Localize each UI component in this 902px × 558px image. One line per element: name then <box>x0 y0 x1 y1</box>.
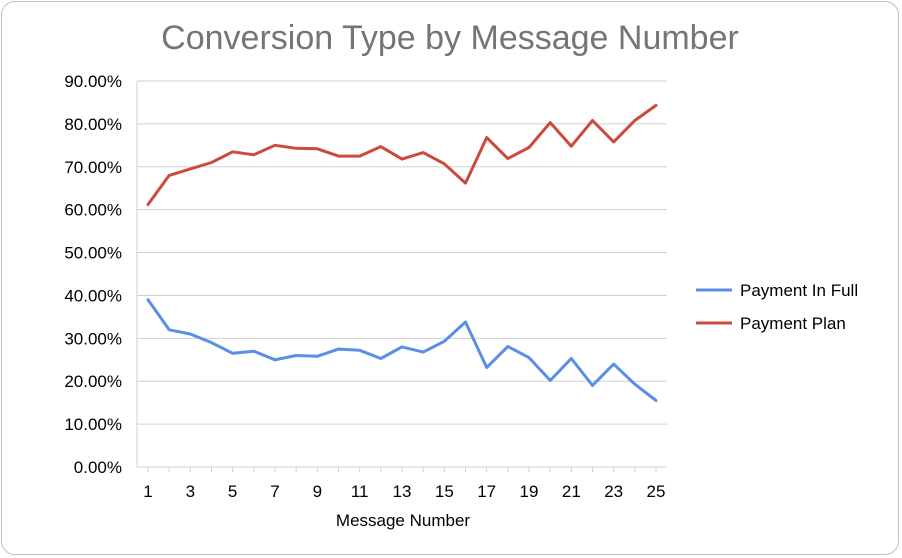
x-tick-label: 3 <box>186 482 195 501</box>
x-tick-label: 15 <box>435 482 454 501</box>
y-tick-label: 60.00% <box>64 201 122 220</box>
x-tick-label: 19 <box>520 482 539 501</box>
x-tick-label: 17 <box>477 482 496 501</box>
legend-label: Payment Plan <box>740 314 846 333</box>
x-tick-label: 7 <box>270 482 279 501</box>
chart-title: Conversion Type by Message Number <box>161 19 739 57</box>
y-tick-label: 10.00% <box>64 415 122 434</box>
x-tick-label: 23 <box>604 482 623 501</box>
x-tick-label: 11 <box>351 482 369 501</box>
y-tick-label: 80.00% <box>64 115 122 134</box>
y-tick-label: 30.00% <box>64 329 122 348</box>
x-tick-label: 5 <box>228 482 237 501</box>
legend: Payment In Full Payment Plan <box>696 281 858 333</box>
x-axis-label: Message Number <box>336 511 471 530</box>
y-tick-label: 40.00% <box>64 286 122 305</box>
x-tick-label: 21 <box>562 482 581 501</box>
y-tick-label: 20.00% <box>64 372 122 391</box>
series-lines <box>146 103 658 402</box>
x-tick-label: 9 <box>313 482 322 501</box>
legend-label: Payment In Full <box>740 281 858 300</box>
y-tick-label: 50.00% <box>64 244 122 263</box>
x-axis-ticks: 1 3 5 7 9 11 13 15 17 19 21 23 25 <box>143 467 665 501</box>
y-tick-label: 70.00% <box>64 158 122 177</box>
y-axis-ticks: 0.00% 10.00% 20.00% 30.00% 40.00% 50.00% 60.00… <box>64 72 122 477</box>
series-line-1 <box>146 298 658 402</box>
y-tick-label: 0.00% <box>74 458 122 477</box>
gridlines <box>136 80 667 468</box>
y-tick-label: 90.00% <box>64 72 122 91</box>
x-tick-label: 13 <box>393 482 412 501</box>
x-tick-label: 25 <box>647 482 666 501</box>
x-tick-label: 1 <box>143 482 152 501</box>
series-line-2 <box>146 103 658 206</box>
